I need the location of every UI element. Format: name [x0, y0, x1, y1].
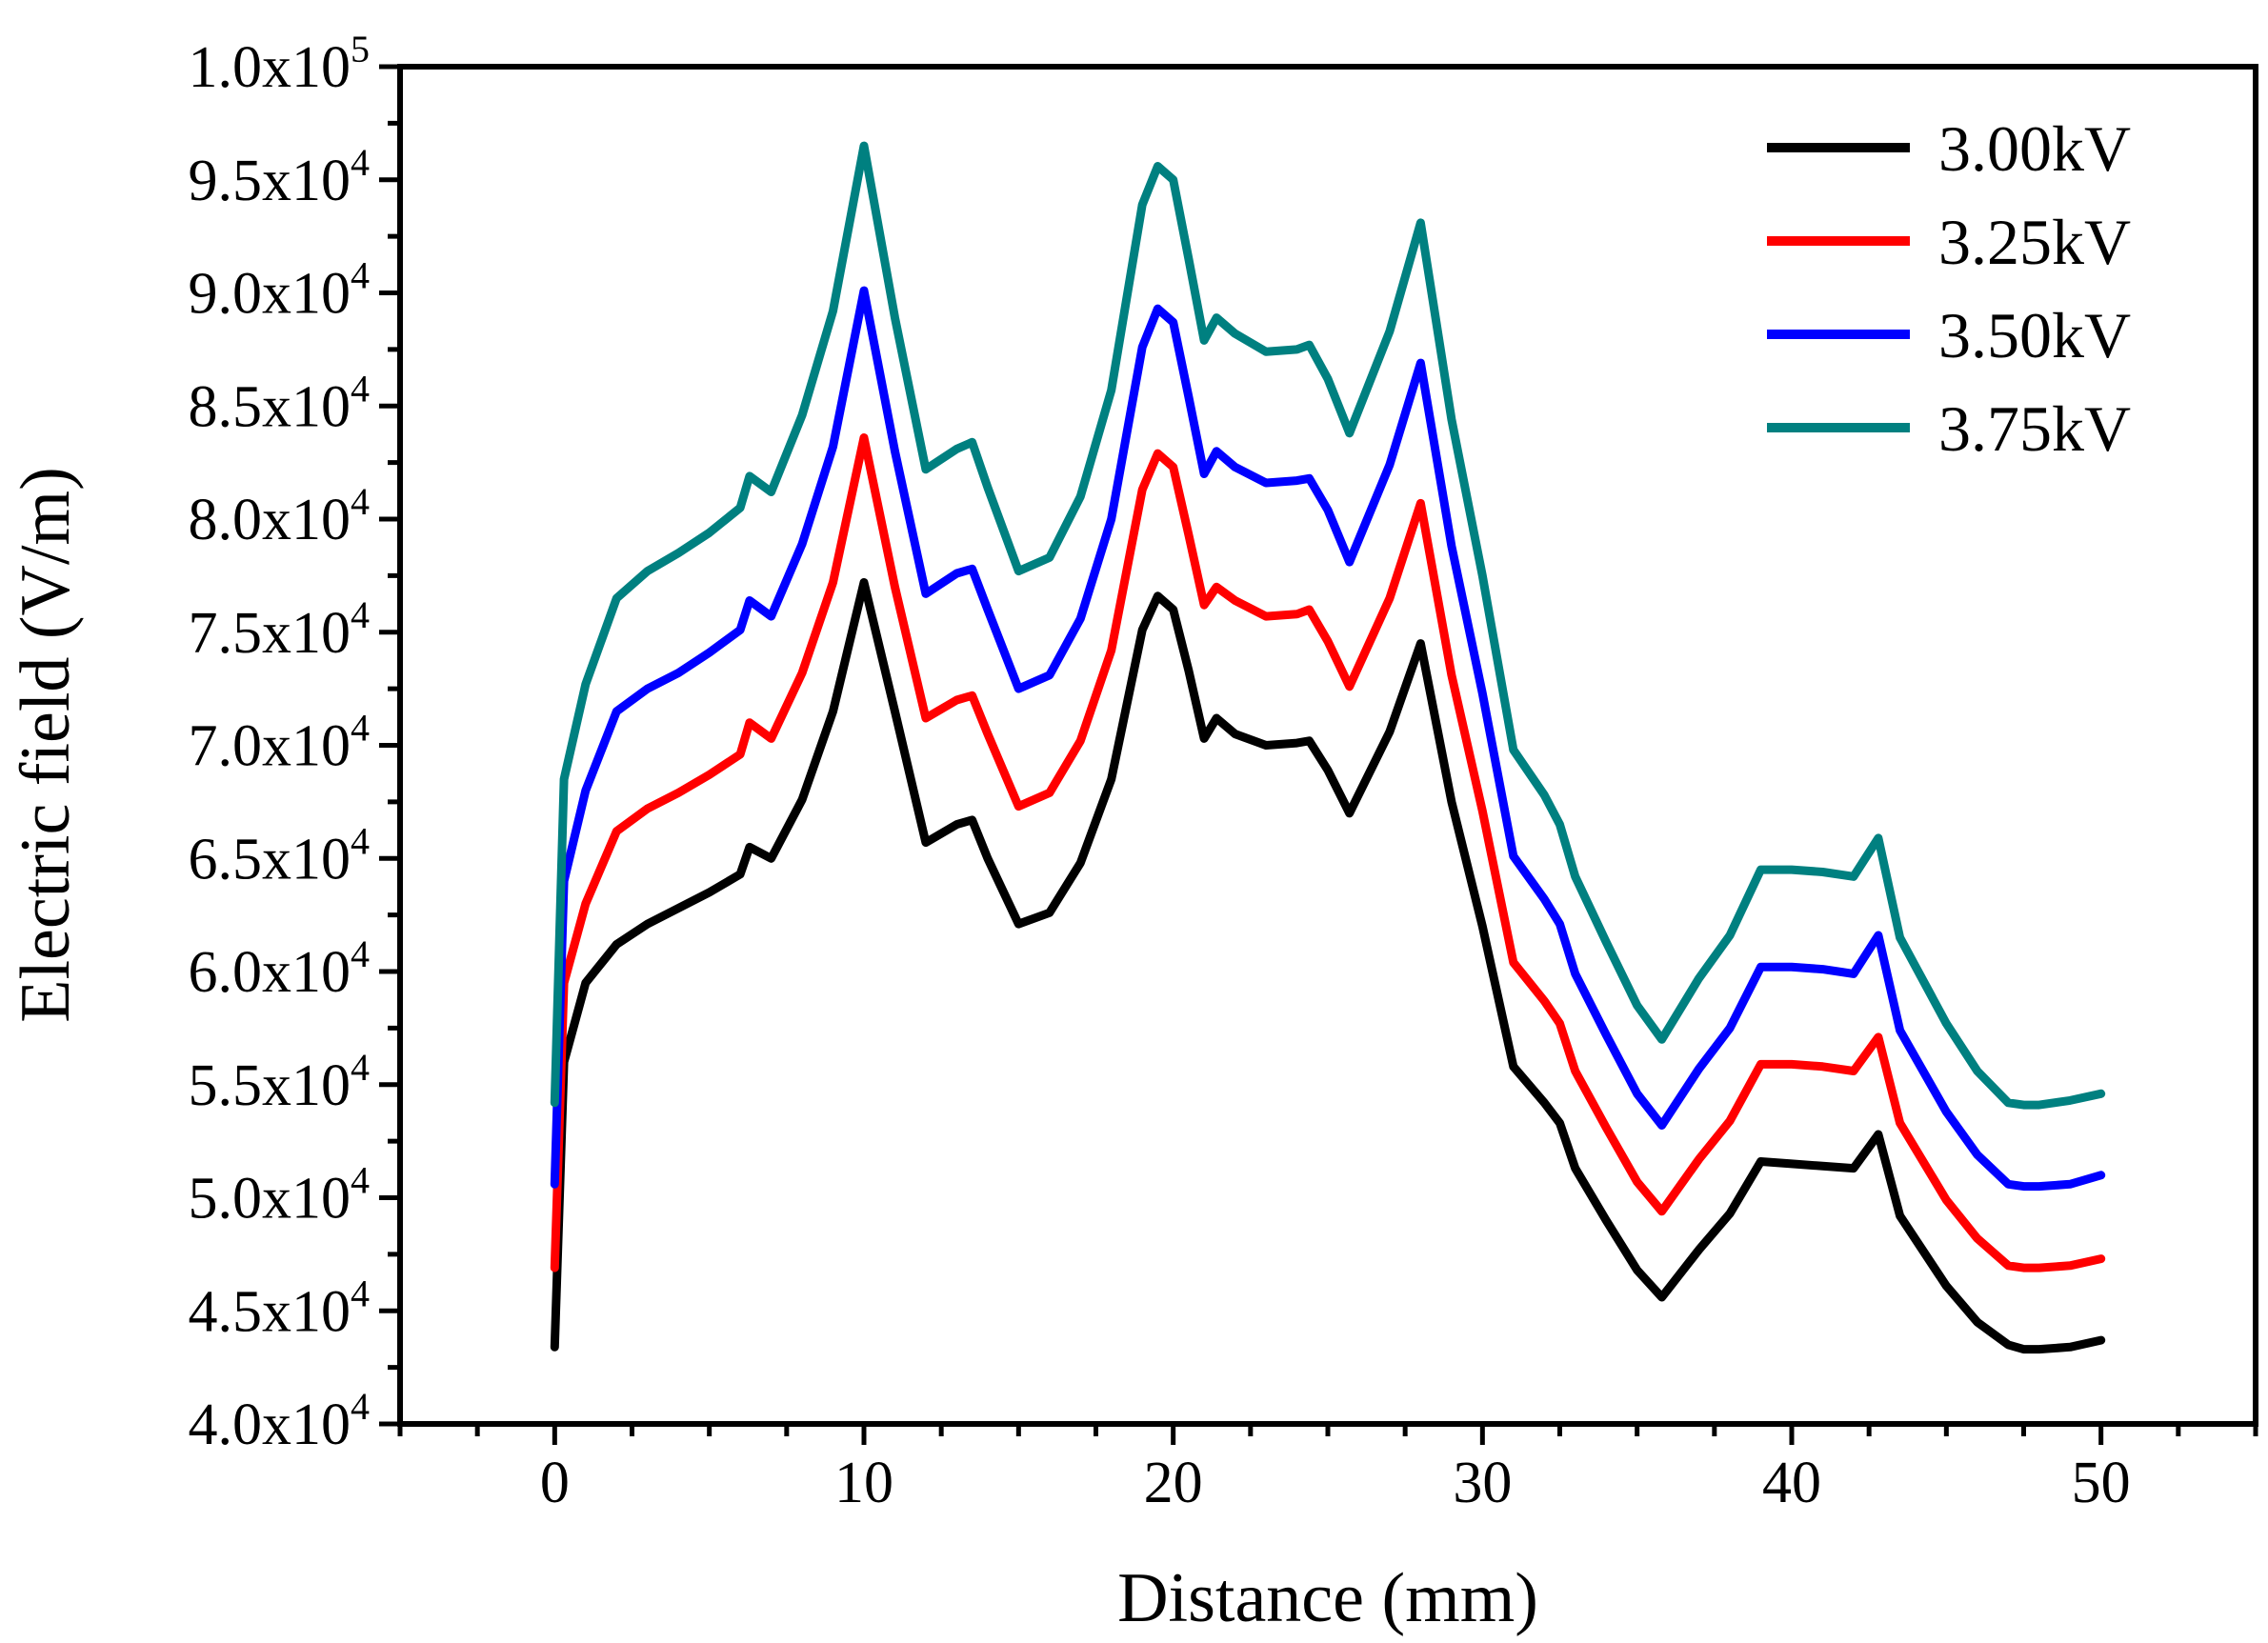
y-tick-label: 8.0x104: [189, 480, 371, 552]
legend: 3.00kV 3.25kV 3.50kV 3.75kV: [1767, 112, 2131, 465]
y-tick-label: 5.5x104: [189, 1046, 371, 1118]
series-line-3-25kv: [550, 433, 2106, 1272]
y-axis-tick-labels: 4.0x104 4.5x104 5.0x104 5.5x104 6.0x104 6.5x1…: [189, 28, 371, 1457]
x-tick-label: 40: [1762, 1451, 1821, 1515]
y-tick-label: 9.5x104: [189, 141, 371, 213]
x-axis-title: Distance (mm): [1117, 1559, 1538, 1637]
y-tick-label: 6.5x104: [189, 819, 371, 892]
series-line-3-50kv: [550, 286, 2106, 1192]
series-line-3-75kv: [550, 141, 2106, 1110]
x-tick-label: 0: [540, 1451, 570, 1515]
series-line-3-00kv: [550, 578, 2106, 1354]
y-tick-label: 1.0x105: [189, 28, 371, 100]
x-tick-label: 10: [834, 1451, 893, 1515]
y-tick-label: 7.5x104: [189, 593, 371, 666]
y-tick-label: 5.0x104: [189, 1159, 371, 1232]
y-axis-ticks: [379, 64, 400, 1427]
legend-label: 3.50kV: [1938, 299, 2131, 371]
x-axis-ticks: [397, 1424, 2258, 1445]
x-tick-label: 30: [1453, 1451, 1512, 1515]
y-axis-title: Electric field (V/m): [7, 467, 85, 1023]
legend-label: 3.25kV: [1938, 206, 2131, 278]
y-tick-label: 4.0x104: [189, 1385, 371, 1457]
y-tick-label: 9.0x104: [189, 254, 371, 327]
y-tick-label: 6.0x104: [189, 932, 371, 1005]
legend-label: 3.00kV: [1938, 112, 2131, 185]
x-tick-label: 50: [2072, 1451, 2131, 1515]
y-tick-label: 7.0x104: [189, 707, 371, 779]
y-tick-label: 4.5x104: [189, 1272, 371, 1344]
y-tick-label: 8.5x104: [189, 367, 371, 439]
x-tick-label: 20: [1144, 1451, 1203, 1515]
legend-label: 3.75kV: [1938, 392, 2131, 465]
series-lines: [550, 141, 2106, 1354]
x-axis-tick-labels: 0 10 20 30 40 50: [540, 1451, 2131, 1515]
